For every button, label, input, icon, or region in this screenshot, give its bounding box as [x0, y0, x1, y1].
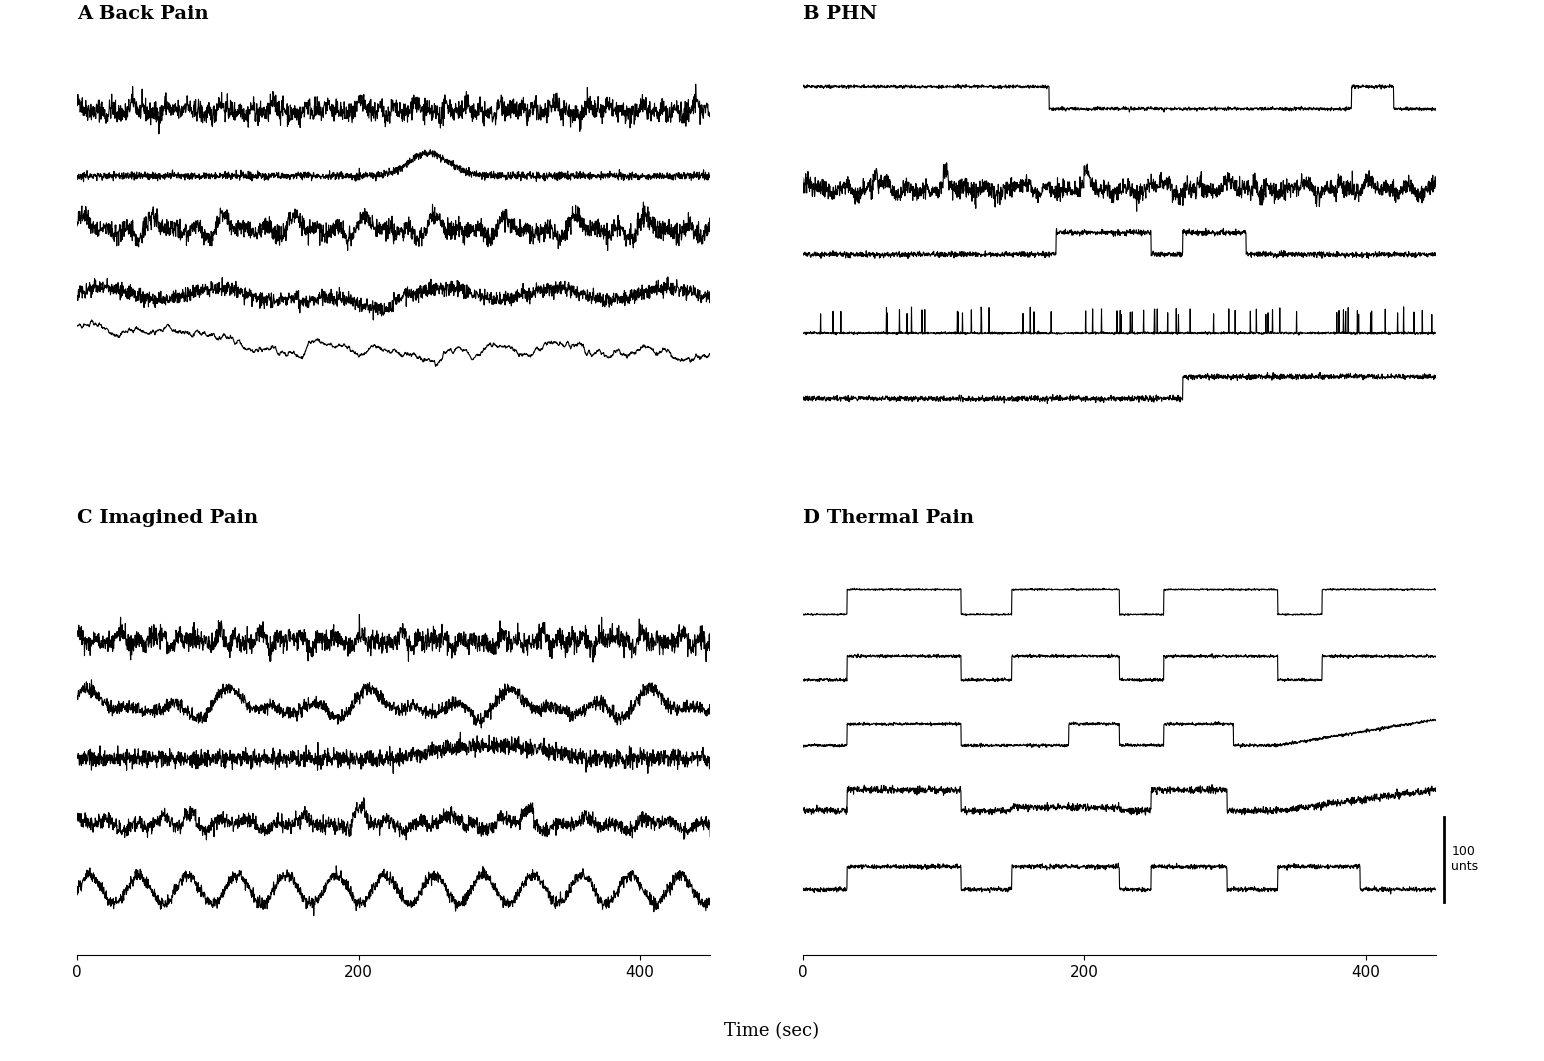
Text: B PHN: B PHN	[803, 5, 877, 23]
Text: Time (sec): Time (sec)	[724, 1022, 820, 1040]
Text: A Back Pain: A Back Pain	[77, 5, 208, 23]
Text: D Thermal Pain: D Thermal Pain	[803, 509, 974, 527]
Text: 100
unts: 100 unts	[1451, 846, 1479, 873]
Text: C Imagined Pain: C Imagined Pain	[77, 509, 258, 527]
